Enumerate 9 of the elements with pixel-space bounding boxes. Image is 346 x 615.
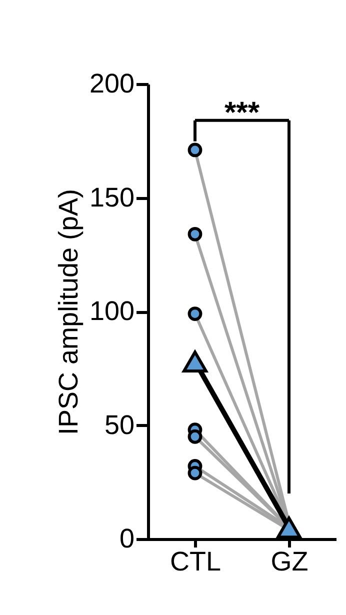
y-tick-label: 150	[89, 182, 134, 212]
y-tick-label: 0	[119, 524, 134, 554]
y-tick-label: 50	[104, 410, 134, 440]
y-axis-title: IPSC amplitude (pA)	[53, 188, 84, 436]
x-tick-label: CTL	[170, 546, 222, 576]
y-tick-label: 200	[89, 68, 134, 98]
y-tick-label: 100	[89, 296, 134, 326]
annotation: ***	[224, 96, 260, 130]
x-tick-label: GZ	[270, 546, 308, 576]
